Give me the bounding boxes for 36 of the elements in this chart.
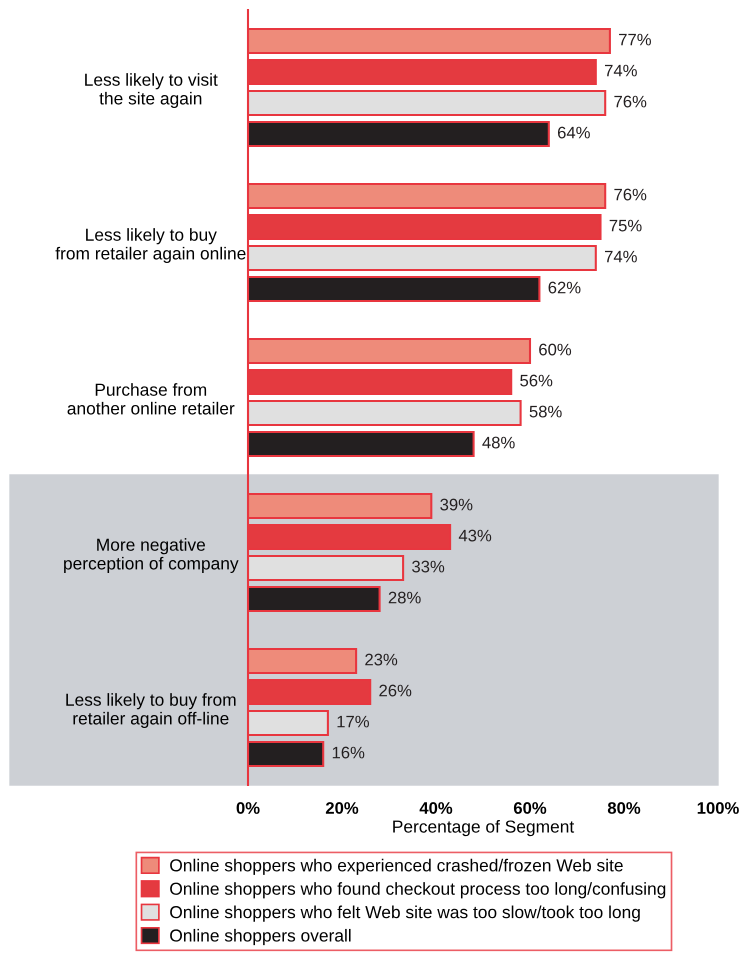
y-tick-label: Less likely to visit the site again	[85, 73, 218, 108]
x-tick-label: 0%	[236, 802, 260, 814]
data-label: 16%	[332, 746, 364, 758]
x-tick-label: 100%	[698, 802, 739, 814]
x-tick-label: 80%	[608, 802, 640, 814]
y-tick-label: More negative perception of company	[64, 538, 239, 573]
data-label: 76%	[614, 96, 646, 108]
x-tick-label: 60%	[514, 802, 546, 814]
data-label: 62%	[548, 282, 580, 294]
legend-label: Online shoppers who experienced crashed/frozen Web site	[170, 858, 623, 875]
data-label: 75%	[610, 220, 642, 232]
data-label: 77%	[619, 34, 651, 46]
x-axis-title: Percentage of Segment	[393, 820, 574, 836]
data-label: 74%	[604, 250, 637, 262]
x-tick-label: 20%	[326, 802, 358, 814]
data-label: 64%	[558, 126, 590, 138]
data-label: 43%	[458, 530, 492, 542]
x-tick-label: 40%	[420, 802, 452, 814]
y-tick-label: Less likely to buy from retailer again online	[55, 228, 246, 263]
y-tick-label: Less likely to buy from retailer again off-line	[66, 693, 236, 728]
data-label: 56%	[520, 374, 552, 386]
legend-label: Online shoppers overall	[170, 928, 351, 946]
data-label: 23%	[365, 654, 398, 666]
legend-label: Online shoppers who felt Web site was too slow/took too long	[170, 906, 640, 922]
data-label: 39%	[440, 498, 472, 510]
data-label: 48%	[482, 436, 515, 448]
legend-label: Online shoppers who found checkout process too long/confusing	[170, 882, 666, 898]
data-label: 60%	[539, 344, 572, 356]
data-label: 17%	[338, 716, 369, 728]
data-label: 74%	[604, 64, 637, 76]
data-label: 28%	[388, 592, 421, 604]
y-tick-label: Purchase from another online retailer	[68, 383, 234, 415]
data-label: 76%	[614, 188, 646, 200]
data-label: 26%	[379, 684, 412, 696]
data-label: 33%	[412, 560, 444, 572]
data-label: 58%	[530, 406, 562, 418]
